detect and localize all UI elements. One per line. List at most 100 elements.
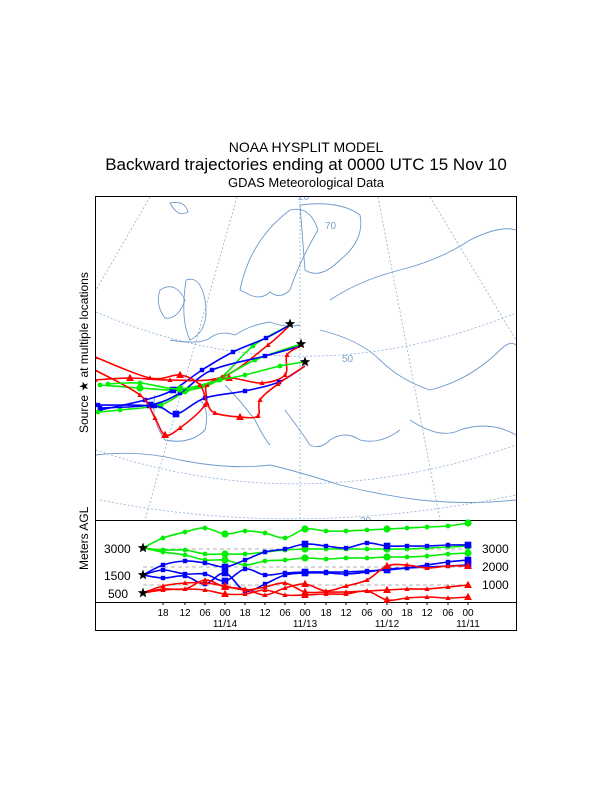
trajectory-point-1500m xyxy=(364,540,370,546)
trajectory-point-1500m xyxy=(301,569,309,577)
trajectory-point-3000m xyxy=(97,382,103,388)
trajectory-point-3000m xyxy=(242,528,248,534)
trajectory-point-500m xyxy=(126,373,134,381)
trajectory-point-500m xyxy=(464,580,472,588)
trajectory-point-1500m xyxy=(182,558,188,564)
trajectory-point-500m xyxy=(202,577,208,582)
x-tick-label: 06 xyxy=(361,608,373,619)
graticule-label: 70 xyxy=(325,221,337,232)
trajectory-point-1500m xyxy=(160,575,166,581)
trajectory-point-3000m xyxy=(202,525,208,531)
trajectory-point-500m xyxy=(242,591,248,596)
trajectory-point-3000m xyxy=(383,553,391,561)
x-tick-label: 06 xyxy=(199,608,211,619)
map-panel: 20 70 50 30 xyxy=(96,197,516,527)
trajectory-point-3000m xyxy=(96,409,101,415)
trajectory-point-3000m xyxy=(343,528,349,534)
trajectory-point-1500m xyxy=(262,549,268,555)
trajectory-point-1500m xyxy=(323,543,329,549)
trajectory-point-500m xyxy=(152,415,158,420)
trajectory-point-500m xyxy=(282,580,288,585)
trajectory-point-500m xyxy=(383,561,391,569)
trajectory-point-500m xyxy=(262,584,268,589)
graticule-label: 30 xyxy=(360,516,372,527)
trajectory-point-3000m xyxy=(424,553,430,559)
trajectory-point-3000m xyxy=(323,556,329,562)
trajectory-point-1500m xyxy=(199,367,205,373)
trajectory-point-3000m xyxy=(182,552,188,558)
trajectory-point-1500m xyxy=(262,572,268,578)
trajectory-point-500m xyxy=(137,392,143,397)
x-tick-label: 06 xyxy=(442,608,454,619)
trajectory-point-500m xyxy=(301,579,309,587)
trajectory-point-500m xyxy=(265,342,271,347)
trajectory-point-500m xyxy=(202,587,208,592)
trajectory-point-1500m xyxy=(242,566,248,572)
trajectory-point-3000m xyxy=(182,529,188,535)
x-date-label: 11/12 xyxy=(375,619,400,630)
trajectory-point-3000m xyxy=(262,530,268,536)
source-star-icon xyxy=(295,338,307,349)
x-tick-label: 18 xyxy=(401,608,413,619)
trajectory-point-1500m xyxy=(276,379,282,385)
trajectory-point-1500m xyxy=(282,546,288,552)
source-star-icon xyxy=(137,569,149,580)
graticule-labels: 20 70 50 30 xyxy=(298,197,372,527)
data-source: GDAS Meteorological Data xyxy=(227,175,385,190)
trajectory-point-500m xyxy=(160,583,166,588)
trajectory-point-3000m xyxy=(404,554,410,560)
trajectory-point-3000m xyxy=(301,554,309,562)
trajectory-point-500m xyxy=(204,382,210,387)
trajectory-point-500m xyxy=(221,589,229,597)
trajectory-point-1500m xyxy=(343,571,349,577)
trajectory-point-500m xyxy=(404,562,410,567)
trajectory-point-1500m xyxy=(242,388,248,394)
height-profile-panel: 3000 1500 500 3000 2000 1000 18 12 06 00 18 1… xyxy=(104,519,509,630)
x-tick-label: 12 xyxy=(340,608,352,619)
trajectory-point-500m xyxy=(404,586,410,591)
trajectory-point-3000m xyxy=(221,556,229,564)
source-star-icon xyxy=(284,318,296,329)
trajectory-point-500m xyxy=(255,413,261,418)
trajectory-point-500m xyxy=(177,425,183,430)
trajectory-point-500m xyxy=(284,352,290,357)
trajectory-point-3000m xyxy=(343,555,349,561)
trajectory-point-1500m xyxy=(152,403,158,409)
trajectory-point-500m xyxy=(282,592,288,597)
trajectory-point-500m xyxy=(383,585,391,593)
x-date-label: 11/11 xyxy=(456,619,480,630)
trajectory-point-500m xyxy=(424,586,430,591)
trajectory-point-500m xyxy=(176,370,184,378)
trajectory-point-500m xyxy=(404,595,410,600)
source-height-label: 500 xyxy=(108,587,128,601)
trajectory-point-500m xyxy=(301,587,309,595)
trajectory-point-500m xyxy=(445,584,451,589)
trajectory-point-1500m xyxy=(221,563,229,571)
trajectory-point-1500m xyxy=(230,349,236,355)
trajectory-point-500m xyxy=(445,595,451,600)
trajectory-point-3000m xyxy=(242,562,248,568)
trajectory-point-1500m xyxy=(301,540,309,548)
trajectory-point-1500m xyxy=(177,390,183,396)
trajectory-point-500m xyxy=(262,587,268,592)
trajectory-point-500m xyxy=(282,585,288,590)
trajectory-point-3000m xyxy=(160,535,166,541)
trajectory-point-500m xyxy=(202,580,208,585)
trajectory-point-3000m xyxy=(282,535,288,541)
trajectory-point-500m xyxy=(464,561,472,569)
trajectory-point-500m xyxy=(364,577,370,582)
trajectory-point-500m xyxy=(343,583,349,588)
trajectory-point-500m xyxy=(445,563,451,568)
trajectory-point-1500m xyxy=(160,567,166,573)
trajectory-point-3000m xyxy=(323,528,329,534)
chart-title: NOAA HYSPLIT MODEL xyxy=(228,139,384,155)
trajectory-point-500m xyxy=(160,586,166,591)
source-star-icon xyxy=(299,356,311,367)
trajectory-point-1500m xyxy=(404,565,410,571)
trajectory-point-500m xyxy=(182,586,188,591)
trajectory-point-1500m xyxy=(262,353,268,359)
trajectory-point-3000m xyxy=(221,530,229,538)
trajectory-point-500m xyxy=(197,382,203,387)
coastlines xyxy=(96,201,516,503)
